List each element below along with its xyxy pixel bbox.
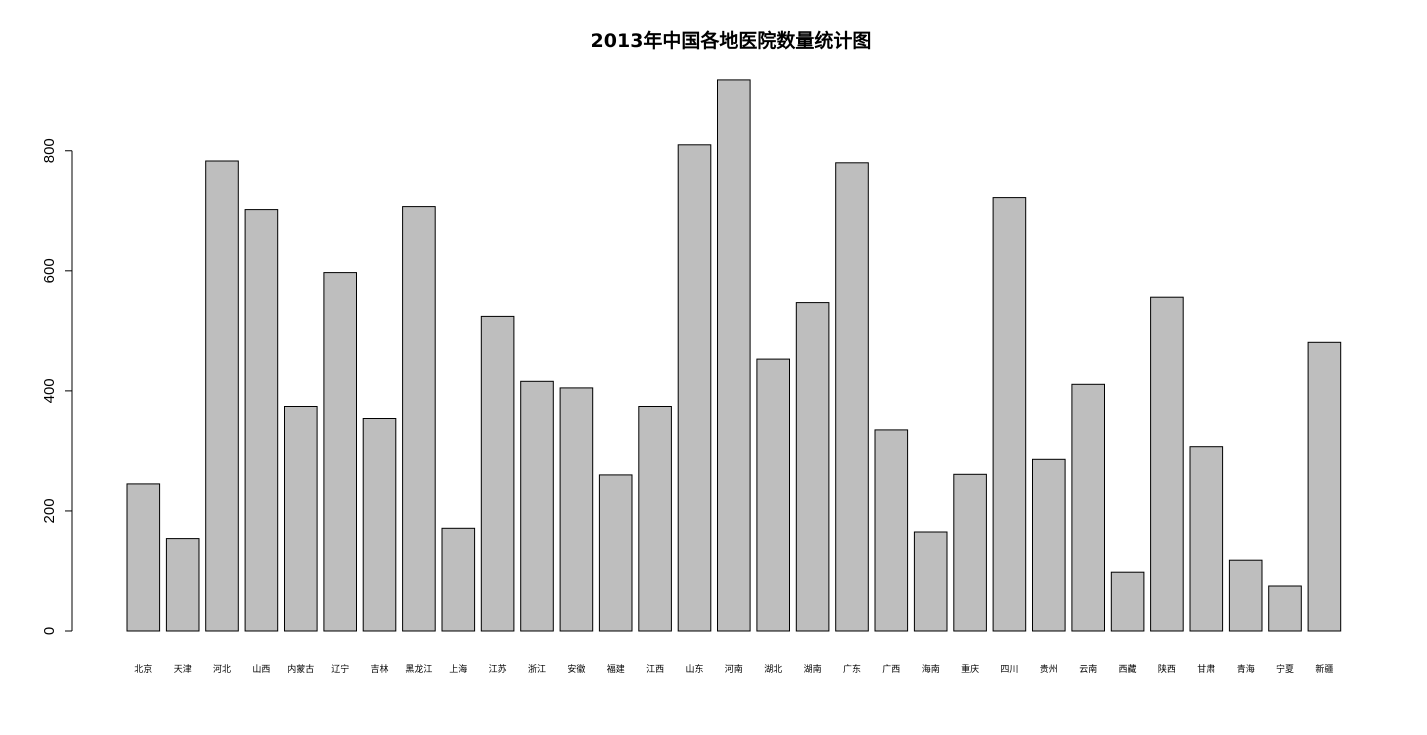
- y-tick-label: 400: [41, 378, 58, 403]
- x-tick-label: 江苏: [489, 663, 507, 675]
- bar-3: [244, 209, 279, 632]
- x-tick-label: 福建: [607, 663, 625, 675]
- bar-16: [756, 358, 791, 632]
- y-tick-label: 600: [41, 258, 58, 283]
- x-tick-label: 宁夏: [1276, 663, 1294, 675]
- bar-12: [598, 474, 633, 632]
- x-tick-label: 内蒙古: [287, 663, 314, 675]
- y-tick-label: 200: [41, 498, 58, 523]
- bar-8: [441, 527, 476, 632]
- bar-17: [795, 302, 830, 632]
- bar-13: [638, 406, 672, 632]
- x-tick-label: 广西: [882, 663, 900, 675]
- x-tick-label: 河北: [213, 663, 231, 675]
- bar-25: [1110, 571, 1145, 632]
- bar-22: [992, 197, 1027, 632]
- chart-title: 2013年中国各地医院数量统计图: [591, 29, 872, 52]
- x-tick-label: 云南: [1079, 663, 1097, 675]
- y-axis: 0 200 400 600 800: [41, 138, 73, 635]
- bar-21: [953, 473, 987, 632]
- x-tick-label: 重庆: [961, 663, 979, 675]
- x-tick-label: 黑龙江: [405, 663, 432, 675]
- x-tick-label: 北京: [134, 663, 152, 675]
- x-tick-label: 海南: [922, 663, 940, 675]
- bar-5: [323, 272, 357, 632]
- bar-4: [284, 406, 318, 632]
- bar-23: [1032, 458, 1066, 632]
- bar-0: [126, 483, 161, 632]
- bar-29: [1268, 585, 1302, 632]
- x-tick-label: 安徽: [567, 663, 585, 675]
- bars: [126, 79, 1342, 632]
- x-tick-label: 湖南: [804, 663, 822, 675]
- x-tick-label: 新疆: [1315, 663, 1333, 675]
- bar-9: [480, 315, 515, 632]
- x-tick-label: 浙江: [528, 663, 546, 675]
- x-tick-label: 贵州: [1040, 663, 1058, 675]
- bar-7: [402, 206, 436, 632]
- y-tick-label: 0: [41, 627, 58, 635]
- x-axis-labels: 北京 天津 河北 山西 内蒙古 辽宁 吉林 黑龙江 上海 江苏 浙江 安徽 福建 江西 山东 河南 湖北 湖南 广东…: [134, 663, 1333, 675]
- x-tick-label: 甘肃: [1197, 663, 1215, 675]
- bar-18: [835, 162, 869, 632]
- bar-15: [717, 79, 751, 632]
- x-tick-label: 辽宁: [331, 663, 349, 675]
- bar-14: [677, 144, 712, 632]
- bar-2: [205, 160, 239, 632]
- x-tick-label: 广东: [843, 663, 861, 675]
- bar-24: [1071, 383, 1106, 632]
- x-tick-label: 江西: [646, 664, 664, 675]
- x-tick-label: 青海: [1237, 663, 1255, 675]
- x-tick-label: 四川: [1000, 665, 1018, 675]
- x-tick-label: 上海: [449, 663, 467, 675]
- bar-11: [559, 387, 594, 632]
- x-tick-label: 山西: [252, 664, 270, 675]
- y-tick-label: 800: [41, 138, 58, 163]
- x-tick-label: 河南: [725, 663, 743, 675]
- x-tick-label: 陕西: [1158, 663, 1176, 675]
- bar-20: [913, 531, 948, 632]
- bar-10: [520, 380, 554, 632]
- x-tick-label: 天津: [174, 664, 192, 675]
- bar-28: [1228, 559, 1263, 632]
- bar-19: [874, 429, 909, 632]
- bar-26: [1150, 296, 1184, 632]
- bar-30: [1307, 341, 1342, 632]
- x-tick-label: 吉林: [370, 663, 388, 675]
- bar-6: [362, 418, 397, 632]
- bar-27: [1189, 446, 1224, 632]
- x-tick-label: 西藏: [1118, 663, 1136, 675]
- bar-1: [165, 538, 200, 632]
- x-tick-label: 湖北: [764, 664, 782, 675]
- x-tick-label: 山东: [685, 663, 703, 675]
